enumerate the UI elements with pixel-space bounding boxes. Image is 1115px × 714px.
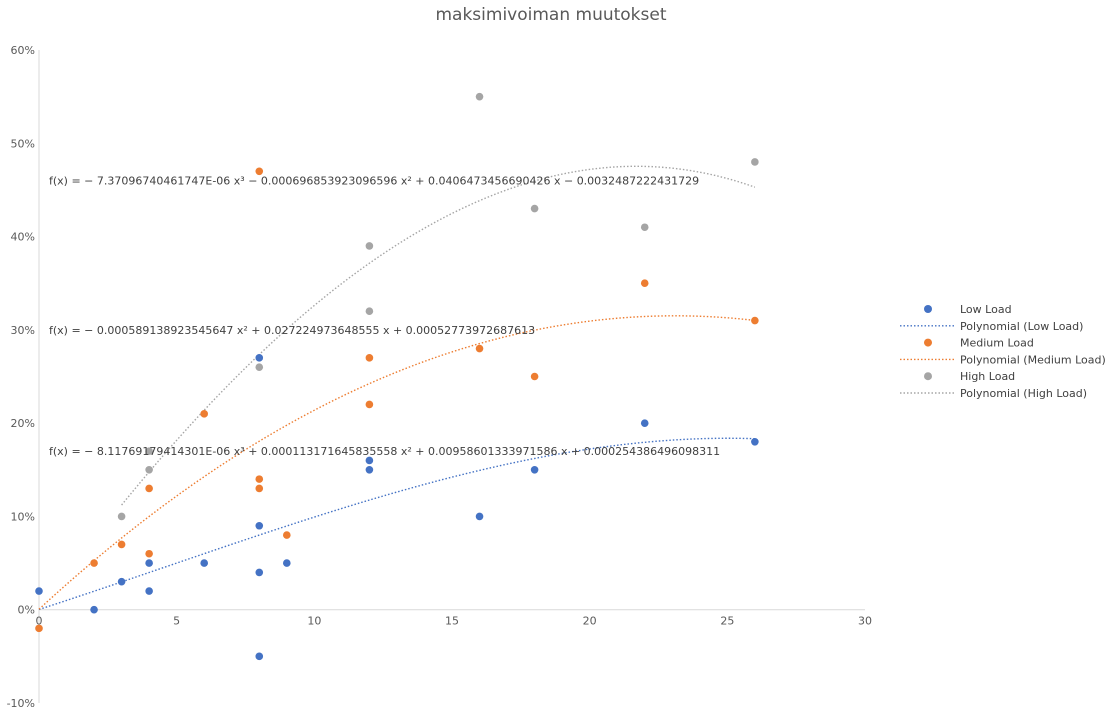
data-point-medium-load xyxy=(751,316,759,325)
legend-label: High Load xyxy=(960,370,1015,383)
trend-equations: f(x) = − 8.11769179414301E-06 x³ + 0.000… xyxy=(49,175,720,459)
data-point-medium-load xyxy=(365,354,374,362)
axes: -10% 0% 10% 20% 30% 40% 50% 60% 0 5 10 15 20 25 30 xyxy=(7,44,872,710)
data-point-low-load xyxy=(145,587,153,595)
data-point-medium-load xyxy=(117,540,126,549)
data-point-medium-load xyxy=(145,549,153,558)
data-point-medium-load xyxy=(283,531,291,539)
data-point-high-load xyxy=(145,465,153,474)
data-point-high-load xyxy=(255,363,264,371)
data-point-medium-load xyxy=(365,400,374,409)
data-point-high-load xyxy=(365,242,374,250)
data-point-low-load xyxy=(90,605,98,614)
data-point-low-load xyxy=(751,438,759,446)
x-tick-label: 25 xyxy=(720,615,734,628)
data-point-medium-load xyxy=(145,484,153,493)
data-point-low-load xyxy=(35,587,43,595)
chart-title: maksimivoiman muutokset xyxy=(435,5,666,25)
data-point-low-load xyxy=(365,465,374,474)
trendline-medium-load xyxy=(38,315,755,610)
x-tick-label: 5 xyxy=(173,615,180,628)
legend-marker xyxy=(924,372,932,381)
data-point-low-load xyxy=(283,559,291,567)
x-tick-label: 10 xyxy=(307,615,321,628)
legend-marker xyxy=(924,338,932,347)
data-point-low-load xyxy=(530,465,539,474)
data-point-medium-load xyxy=(255,167,264,176)
legend-label: Polynomial (High Load) xyxy=(960,387,1087,400)
data-point-high-load xyxy=(365,307,374,316)
y-tick-label: 50% xyxy=(11,137,35,150)
data-point-low-load xyxy=(640,419,649,427)
data-point-medium-load xyxy=(255,484,264,493)
data-point-low-load xyxy=(200,559,208,567)
data-point-low-load xyxy=(475,512,484,521)
y-tick-label: 10% xyxy=(11,510,35,523)
data-point-low-load xyxy=(255,521,264,530)
data-point-high-load xyxy=(145,447,153,455)
data-point-low-load xyxy=(365,456,374,465)
data-point-high-load xyxy=(640,223,649,232)
trend-equation: f(x) = − 0.000589138923545647 x² + 0.027… xyxy=(49,324,535,337)
data-point-high-load xyxy=(751,158,759,166)
trend-equation: f(x) = − 7.37096740461747E-06 x³ − 0.000… xyxy=(49,175,699,188)
data-point-medium-load xyxy=(530,372,539,381)
x-tick-label: 30 xyxy=(858,615,872,628)
data-point-high-load xyxy=(117,512,126,521)
trendline-low-load xyxy=(38,437,755,611)
data-point-medium-load xyxy=(475,344,484,353)
trendlines xyxy=(38,165,756,611)
legend-label: Polynomial (Medium Load) xyxy=(960,353,1106,366)
x-tick-label: 20 xyxy=(583,615,597,628)
data-point-low-load xyxy=(145,559,153,567)
data-point-high-load xyxy=(475,92,484,101)
legend-marker xyxy=(924,305,932,313)
y-tick-label: 0% xyxy=(18,604,35,617)
x-tick-label: 15 xyxy=(445,615,459,628)
data-points xyxy=(35,92,759,661)
data-point-medium-load xyxy=(90,559,98,567)
data-point-low-load xyxy=(255,354,264,362)
data-point-low-load xyxy=(255,568,264,577)
data-point-medium-load xyxy=(200,410,208,418)
legend-label: Low Load xyxy=(960,303,1012,316)
trendline-high-load xyxy=(121,165,756,506)
data-point-low-load xyxy=(255,652,264,661)
data-point-high-load xyxy=(530,204,539,213)
data-point-low-load xyxy=(117,577,126,586)
legend-label: Medium Load xyxy=(960,337,1034,350)
data-point-medium-load xyxy=(640,279,649,288)
data-point-medium-load xyxy=(35,624,43,633)
y-tick-label: 20% xyxy=(11,417,35,430)
y-tick-label: 30% xyxy=(11,324,35,337)
y-tick-label: 40% xyxy=(11,231,35,244)
x-tick-label: 0 xyxy=(36,615,43,628)
legend: Low Load Polynomial (Low Load) Medium Load… xyxy=(900,303,1106,400)
data-point-medium-load xyxy=(255,475,264,483)
y-tick-label: -10% xyxy=(7,697,35,710)
legend-label: Polynomial (Low Load) xyxy=(960,320,1083,333)
trend-equation: f(x) = − 8.11769179414301E-06 x³ + 0.000… xyxy=(49,445,720,458)
y-tick-label: 60% xyxy=(11,44,35,57)
